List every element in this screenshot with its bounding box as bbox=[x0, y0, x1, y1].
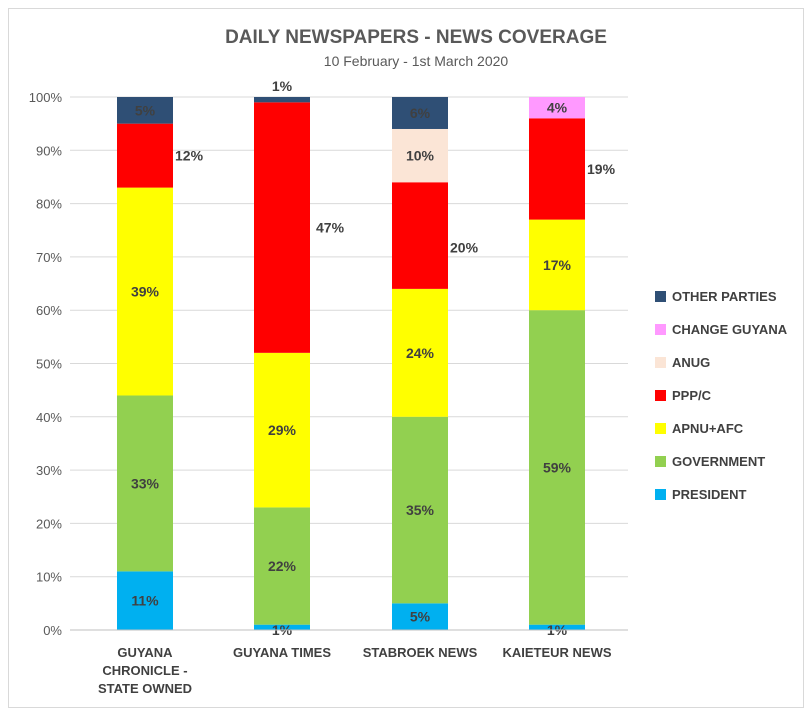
data-label: 6% bbox=[410, 105, 431, 121]
y-tick-label: 70% bbox=[36, 250, 62, 265]
bar-segment bbox=[254, 102, 310, 353]
data-label: 10% bbox=[406, 148, 435, 164]
data-label: 19% bbox=[587, 161, 616, 177]
bar-segment bbox=[529, 624, 585, 630]
chart-title: DAILY NEWSPAPERS - NEWS COVERAGE bbox=[225, 27, 607, 48]
y-tick-label: 20% bbox=[36, 516, 62, 531]
chart-frame bbox=[8, 8, 804, 708]
bar-segment bbox=[529, 118, 585, 220]
data-label: 1% bbox=[272, 78, 293, 94]
x-axis: GUYANA CHRONICLE -STATE OWNED GUYANA TIMES… bbox=[70, 629, 628, 696]
chart-subtitle: 10 February - 1st March 2020 bbox=[324, 53, 509, 69]
bar-segment bbox=[254, 624, 310, 630]
y-tick-label: 30% bbox=[36, 463, 62, 478]
bar-segment bbox=[392, 288, 448, 417]
legend-label: CHANGE GUYANA bbox=[672, 322, 788, 337]
data-label: 5% bbox=[410, 609, 431, 625]
data-label: 5% bbox=[135, 102, 156, 118]
legend-label: OTHER PARTIES bbox=[672, 289, 777, 304]
data-label: 47% bbox=[316, 220, 345, 236]
bar-segment bbox=[392, 182, 448, 289]
bar-segment bbox=[117, 97, 173, 124]
bar-segment bbox=[392, 97, 448, 129]
x-tick-label: STABROEK NEWS bbox=[363, 645, 478, 660]
data-label: 59% bbox=[543, 459, 572, 475]
data-label: 17% bbox=[543, 257, 572, 273]
bar-segment bbox=[117, 123, 173, 188]
legend-swatch bbox=[655, 324, 666, 335]
y-tick-label: 60% bbox=[36, 303, 62, 318]
legend-swatch bbox=[655, 423, 666, 434]
bar-segment bbox=[117, 395, 173, 572]
data-label: 11% bbox=[131, 593, 159, 609]
y-tick-label: 50% bbox=[36, 357, 62, 372]
data-label: 12% bbox=[175, 148, 204, 164]
bar-segment bbox=[254, 352, 310, 508]
data-label: 39% bbox=[131, 284, 160, 300]
bar-segment bbox=[529, 310, 585, 625]
legend-swatch bbox=[655, 390, 666, 401]
legend-label: PPP/C bbox=[672, 388, 712, 403]
legend-swatch bbox=[655, 489, 666, 500]
legend-swatch bbox=[655, 291, 666, 302]
data-label: 33% bbox=[131, 475, 160, 491]
bar-segment bbox=[529, 97, 585, 119]
data-label: 4% bbox=[547, 100, 568, 116]
bar-segment bbox=[117, 571, 173, 630]
data-label: 24% bbox=[406, 345, 435, 361]
bar-segment bbox=[392, 603, 448, 630]
legend-label: APNU+AFC bbox=[672, 421, 744, 436]
x-tick-label: KAIETEUR NEWS bbox=[502, 645, 611, 660]
x-tick-label: GUYANA CHRONICLE -STATE OWNED bbox=[98, 645, 192, 696]
legend-label: GOVERNMENT bbox=[672, 454, 765, 469]
data-label: 29% bbox=[268, 422, 297, 438]
y-tick-label: 0% bbox=[43, 623, 62, 638]
data-label: 35% bbox=[406, 502, 435, 518]
y-axis: 0% 10% 20% 30% 40% 50% 60% 70% 80% 90% 100% bbox=[29, 90, 63, 638]
legend-label: PRESIDENT bbox=[672, 487, 746, 502]
bars bbox=[117, 97, 585, 630]
legend: OTHER PARTIES CHANGE GUYANA ANUG PPP/C APNU+… bbox=[655, 289, 788, 502]
data-label: 20% bbox=[450, 240, 479, 256]
y-tick-label: 80% bbox=[36, 197, 62, 212]
legend-swatch bbox=[655, 357, 666, 368]
data-label: 22% bbox=[268, 558, 297, 574]
bar-segment bbox=[254, 97, 310, 103]
data-labels: 11%1%5%1%33%22%35%59%39%29%24%17%12%47%2… bbox=[131, 78, 616, 638]
y-tick-label: 10% bbox=[36, 570, 62, 585]
x-tick-label: GUYANA TIMES bbox=[233, 645, 331, 660]
bar-segment bbox=[254, 507, 310, 625]
y-tick-label: 90% bbox=[36, 143, 62, 158]
bar-segment bbox=[529, 219, 585, 311]
bar-segment bbox=[392, 416, 448, 604]
legend-label: ANUG bbox=[672, 355, 710, 370]
bar-segment bbox=[117, 187, 173, 396]
legend-swatch bbox=[655, 456, 666, 467]
y-tick-label: 40% bbox=[36, 410, 62, 425]
bar-segment bbox=[392, 128, 448, 183]
y-tick-label: 100% bbox=[29, 90, 63, 105]
